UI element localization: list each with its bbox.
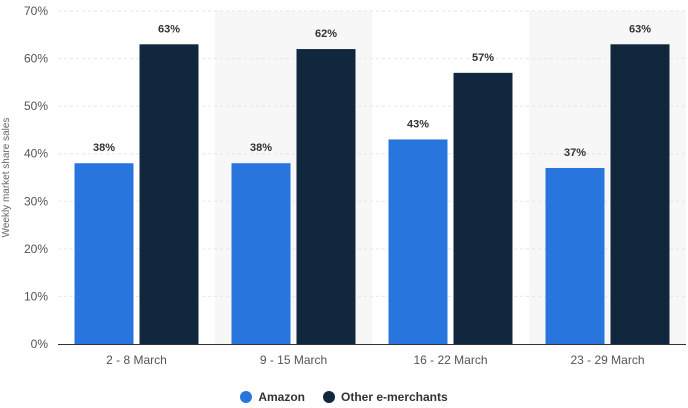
legend: Amazon Other e-merchants [0,390,688,404]
bar-other-e-merchants-2-8-march[interactable] [139,44,199,345]
bar-amazon-23-29-march[interactable] [545,167,605,344]
data-label-amazon-16-22-march: 43% [407,118,429,130]
y-tick-label-60: 60% [24,52,48,66]
x-tick-label-23-29-march: 23 - 29 March [570,353,644,367]
legend-label-amazon: Amazon [258,390,305,404]
legend-marker-other-e-merchants [322,391,335,403]
legend-label-other-e-merchants: Other e-merchants [340,390,448,404]
data-label-amazon-9-15-march: 38% [250,142,272,154]
y-tick-label-70: 70% [24,4,48,18]
bar-chart: 0% 10% 20% 30% 40% 50% 60% 70% Weekly market sha… [1,4,686,367]
y-tick-label-40: 40% [24,147,48,161]
bar-amazon-2-8-march[interactable] [74,163,134,344]
bar-amazon-16-22-march[interactable] [388,139,448,344]
y-tick-label-0: 0% [31,337,49,351]
x-tick-label-16-22-march: 16 - 22 March [413,353,487,367]
data-label-other-e-merchants-9-15-march: 62% [315,28,337,40]
data-label-amazon-23-29-march: 37% [564,147,586,159]
x-tick-label-2-8-march: 2 - 8 March [106,353,167,367]
bar-other-e-merchants-9-15-march[interactable] [296,49,356,345]
data-label-other-e-merchants-2-8-march: 63% [158,23,180,35]
legend-item-amazon[interactable]: Amazon [240,390,305,404]
legend-marker-amazon [240,391,253,403]
bar-other-e-merchants-16-22-march[interactable] [453,72,513,344]
data-label-other-e-merchants-16-22-march: 57% [472,52,494,64]
y-tick-label-50: 50% [24,99,48,113]
data-label-amazon-2-8-march: 38% [93,142,115,154]
data-label-other-e-merchants-23-29-march: 63% [629,23,651,35]
x-tick-label-9-15-march: 9 - 15 March [260,353,327,367]
y-tick-label-10: 10% [24,289,48,303]
y-axis-title: Weekly market share sales [1,118,12,238]
y-tick-label-30: 30% [24,194,48,208]
y-tick-label-20: 20% [24,242,48,256]
bar-other-e-merchants-23-29-march[interactable] [610,44,670,345]
bar-amazon-9-15-march[interactable] [231,163,291,344]
legend-item-other-e-merchants[interactable]: Other e-merchants [322,390,448,404]
